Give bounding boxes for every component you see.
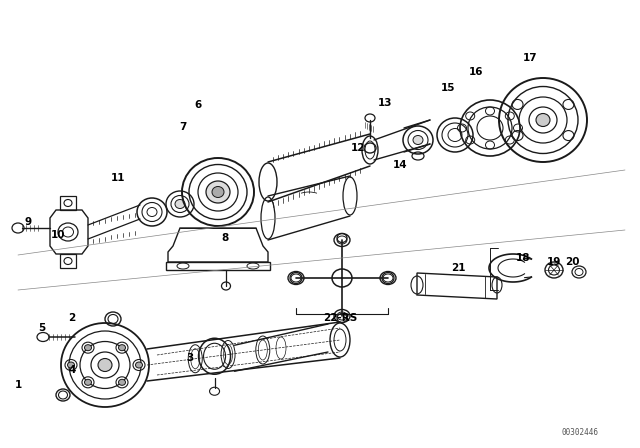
Text: 12: 12 — [351, 143, 365, 153]
Ellipse shape — [118, 379, 125, 385]
Text: 11: 11 — [111, 173, 125, 183]
Bar — [60, 196, 76, 210]
Text: 20: 20 — [564, 257, 579, 267]
Text: 14: 14 — [393, 160, 407, 170]
Text: 22-RS: 22-RS — [323, 313, 357, 323]
Text: 7: 7 — [179, 122, 187, 132]
Ellipse shape — [67, 362, 74, 368]
Text: 16: 16 — [468, 67, 483, 77]
Ellipse shape — [136, 362, 143, 368]
Text: 17: 17 — [523, 53, 538, 63]
Ellipse shape — [84, 345, 92, 351]
Bar — [166, 262, 270, 270]
Ellipse shape — [175, 199, 185, 208]
Text: 4: 4 — [68, 365, 76, 375]
Text: 9: 9 — [24, 217, 31, 227]
Text: 15: 15 — [441, 83, 455, 93]
Text: 2: 2 — [68, 313, 76, 323]
Text: 3: 3 — [186, 353, 194, 363]
Ellipse shape — [206, 181, 230, 203]
Text: 8: 8 — [221, 233, 228, 243]
Text: 19: 19 — [547, 257, 561, 267]
Text: 1: 1 — [14, 380, 22, 390]
Ellipse shape — [212, 186, 224, 198]
Text: 00302446: 00302446 — [561, 427, 598, 436]
Text: 18: 18 — [516, 253, 531, 263]
Text: 13: 13 — [378, 98, 392, 108]
Ellipse shape — [413, 135, 423, 145]
Text: 10: 10 — [51, 230, 65, 240]
Text: 5: 5 — [38, 323, 45, 333]
Text: 21: 21 — [451, 263, 465, 273]
Text: 6: 6 — [195, 100, 202, 110]
Ellipse shape — [84, 379, 92, 385]
Ellipse shape — [536, 113, 550, 126]
Ellipse shape — [98, 358, 112, 371]
Bar — [60, 254, 76, 268]
Ellipse shape — [118, 345, 125, 351]
